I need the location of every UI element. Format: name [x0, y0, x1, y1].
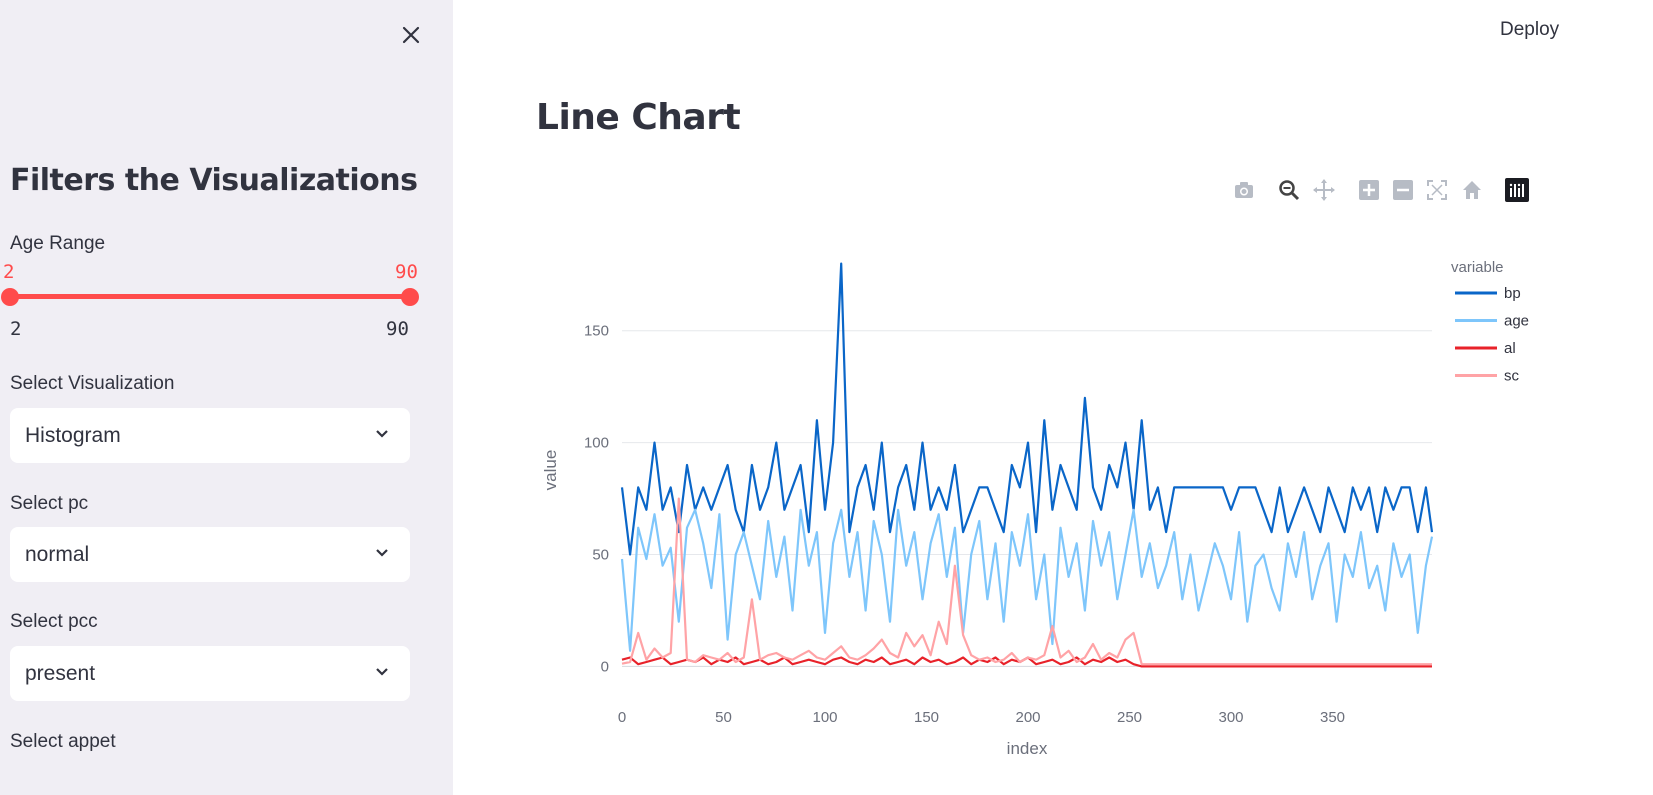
close-sidebar-button[interactable] — [396, 20, 426, 50]
sidebar: Filters the Visualizations Age Range 2 9… — [0, 0, 453, 795]
select-visualization-label: Select Visualization — [10, 373, 175, 394]
age-range-min: 2 — [10, 318, 22, 340]
age-range-max: 90 — [386, 318, 409, 340]
x-tick-label: 100 — [812, 709, 837, 726]
x-tick-label: 350 — [1320, 709, 1345, 726]
select-pc-value: normal — [25, 542, 90, 566]
legend-label-al: al — [1504, 340, 1516, 357]
age-range-slider-track[interactable] — [10, 294, 410, 299]
select-pcc-dropdown[interactable]: present — [10, 646, 410, 701]
y-tick-label: 50 — [592, 547, 609, 564]
x-axis-title: index — [1007, 739, 1048, 758]
close-icon — [402, 26, 420, 44]
y-tick-label: 150 — [584, 323, 609, 340]
x-tick-label: 50 — [715, 709, 732, 726]
x-tick-label: 0 — [618, 709, 626, 726]
series-line-sc — [621, 497, 1432, 666]
legend-label-bp: bp — [1504, 285, 1521, 302]
x-tick-label: 250 — [1117, 709, 1142, 726]
select-pc-dropdown[interactable]: normal — [10, 527, 410, 582]
legend-title: variable — [1451, 259, 1504, 276]
x-tick-label: 300 — [1219, 709, 1244, 726]
chevron-down-icon — [376, 430, 388, 438]
chevron-down-icon — [376, 668, 388, 676]
x-tick-label: 200 — [1015, 709, 1040, 726]
x-tick-label: 150 — [914, 709, 939, 726]
series-line-age — [620, 508, 1434, 652]
series-line-al — [621, 656, 1432, 668]
camera-icon[interactable] — [1230, 176, 1258, 204]
autoscale-icon[interactable] — [1423, 176, 1451, 204]
legend-label-sc: sc — [1504, 368, 1520, 385]
home-icon[interactable] — [1458, 176, 1486, 204]
deploy-button[interactable]: Deploy — [1500, 19, 1560, 40]
y-axis-title: value — [541, 450, 560, 491]
select-appet-label: Select appet — [10, 731, 116, 752]
age-range-low-handle[interactable] — [1, 288, 19, 306]
y-tick-label: 100 — [584, 435, 609, 452]
age-range-high-value: 90 — [395, 261, 418, 283]
chevron-down-icon — [376, 549, 388, 557]
pan-icon[interactable] — [1310, 176, 1338, 204]
sidebar-title: Filters the Visualizations — [10, 163, 418, 198]
age-range-high-handle[interactable] — [401, 288, 419, 306]
zoom-out-icon[interactable] — [1389, 176, 1417, 204]
plotly-logo-icon[interactable] — [1503, 176, 1531, 204]
select-pcc-label: Select pcc — [10, 611, 98, 632]
legend-label-age: age — [1504, 313, 1529, 330]
zoom-in-icon[interactable] — [1355, 176, 1383, 204]
page-title: Line Chart — [536, 97, 741, 138]
select-pcc-value: present — [25, 661, 96, 685]
age-range-label: Age Range — [10, 233, 106, 254]
series-line-bp — [620, 262, 1434, 556]
age-range-low-value: 2 — [3, 261, 15, 283]
select-visualization-dropdown[interactable]: Histogram — [10, 408, 410, 463]
zoom-icon[interactable] — [1275, 176, 1303, 204]
select-visualization-value: Histogram — [25, 423, 121, 447]
y-tick-label: 0 — [601, 658, 609, 675]
select-pc-label: Select pc — [10, 493, 89, 514]
